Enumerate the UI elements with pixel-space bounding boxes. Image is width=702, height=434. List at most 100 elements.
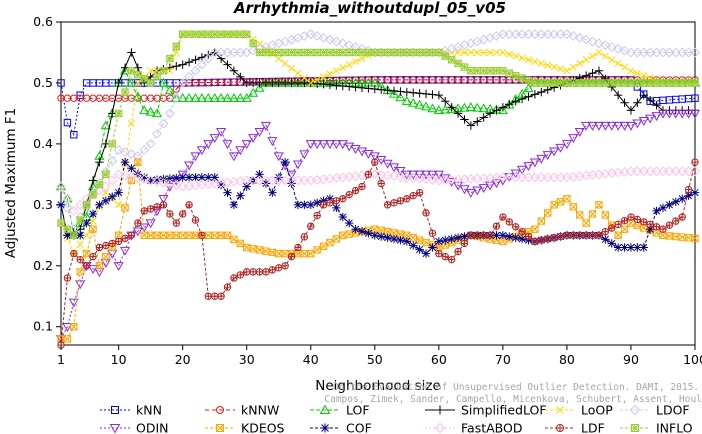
data-point [523,162,534,172]
data-point [671,197,680,206]
data-point [339,195,347,203]
data-point [274,173,283,182]
data-point [172,219,180,227]
data-point [531,58,539,66]
data-point [254,175,265,186]
data-point [331,36,342,47]
data-point [582,79,590,87]
data-point [640,79,648,87]
data-point [140,75,148,83]
data-point [447,103,456,112]
data-point [561,140,572,150]
x-tick-label: 30 [239,352,255,367]
data-point [600,121,611,131]
y-tick-label: 0.1 [33,319,53,334]
data-point [273,152,284,162]
data-point [550,63,558,71]
data-point [550,201,558,209]
legend-marker [216,424,224,432]
data-point [235,92,246,102]
data-point [434,237,444,246]
data-point [408,173,419,183]
data-point [223,30,232,38]
data-point [433,105,444,115]
data-point [190,65,201,76]
data-point [454,48,462,57]
x-tick-label: 20 [175,352,191,367]
data-point [370,84,379,94]
data-point [126,171,137,182]
legend-item-ldof: LDOF [620,403,690,418]
data-point [325,34,335,45]
data-point [638,117,649,126]
data-point [313,211,321,220]
data-point [100,120,111,130]
data-point [524,92,533,101]
data-point [95,243,104,252]
data-point [267,175,278,186]
data-point [371,48,379,57]
data-point [478,184,489,193]
data-point [403,195,411,203]
data-point [153,67,161,75]
data-point [632,166,643,177]
data-point [581,121,592,131]
data-point [166,54,174,63]
data-point [337,38,348,49]
data-point [638,47,649,58]
data-point [75,280,86,290]
data-point [236,239,245,248]
data-point [690,47,700,58]
data-point [646,79,654,87]
data-point [229,200,239,210]
data-point [300,249,309,258]
data-point [396,197,405,205]
data-point [146,205,155,213]
data-point [294,48,302,57]
data-point [627,67,635,75]
data-point [627,219,635,227]
data-point [428,90,437,99]
data-point [556,232,565,241]
data-point [421,249,431,258]
data-point [670,109,681,119]
data-point [191,30,200,38]
data-point [408,170,419,180]
data-point [351,186,360,195]
data-point [414,99,425,109]
data-point [268,266,277,274]
data-point [312,198,322,207]
data-point [524,76,533,85]
data-point [248,87,259,97]
data-point [228,92,239,102]
data-point [531,79,539,87]
data-point [510,29,521,40]
data-point [307,222,315,230]
data-point [88,176,98,185]
data-point [115,201,123,209]
data-point [209,134,220,144]
data-point [550,79,558,87]
data-point [134,71,142,79]
legend-item-cof: COF [310,421,372,434]
data-point [409,88,418,97]
data-point [401,172,412,183]
legend-item-simplifiedlof: SimplifiedLOF [425,403,547,418]
data-point [119,65,131,75]
data-point [203,140,214,150]
data-point [319,79,328,89]
data-point [172,85,180,93]
data-point [62,202,73,213]
data-point [267,137,278,147]
data-point [345,230,353,238]
legend-label: LoOP [581,403,613,418]
data-point [178,210,187,218]
data-point [82,201,91,209]
data-point [114,237,123,246]
legend-item-knnw: kNNW [205,403,279,418]
data-point [196,146,207,156]
data-point [536,172,547,183]
data-point [665,79,674,87]
data-point [529,29,540,40]
data-point [216,54,226,63]
